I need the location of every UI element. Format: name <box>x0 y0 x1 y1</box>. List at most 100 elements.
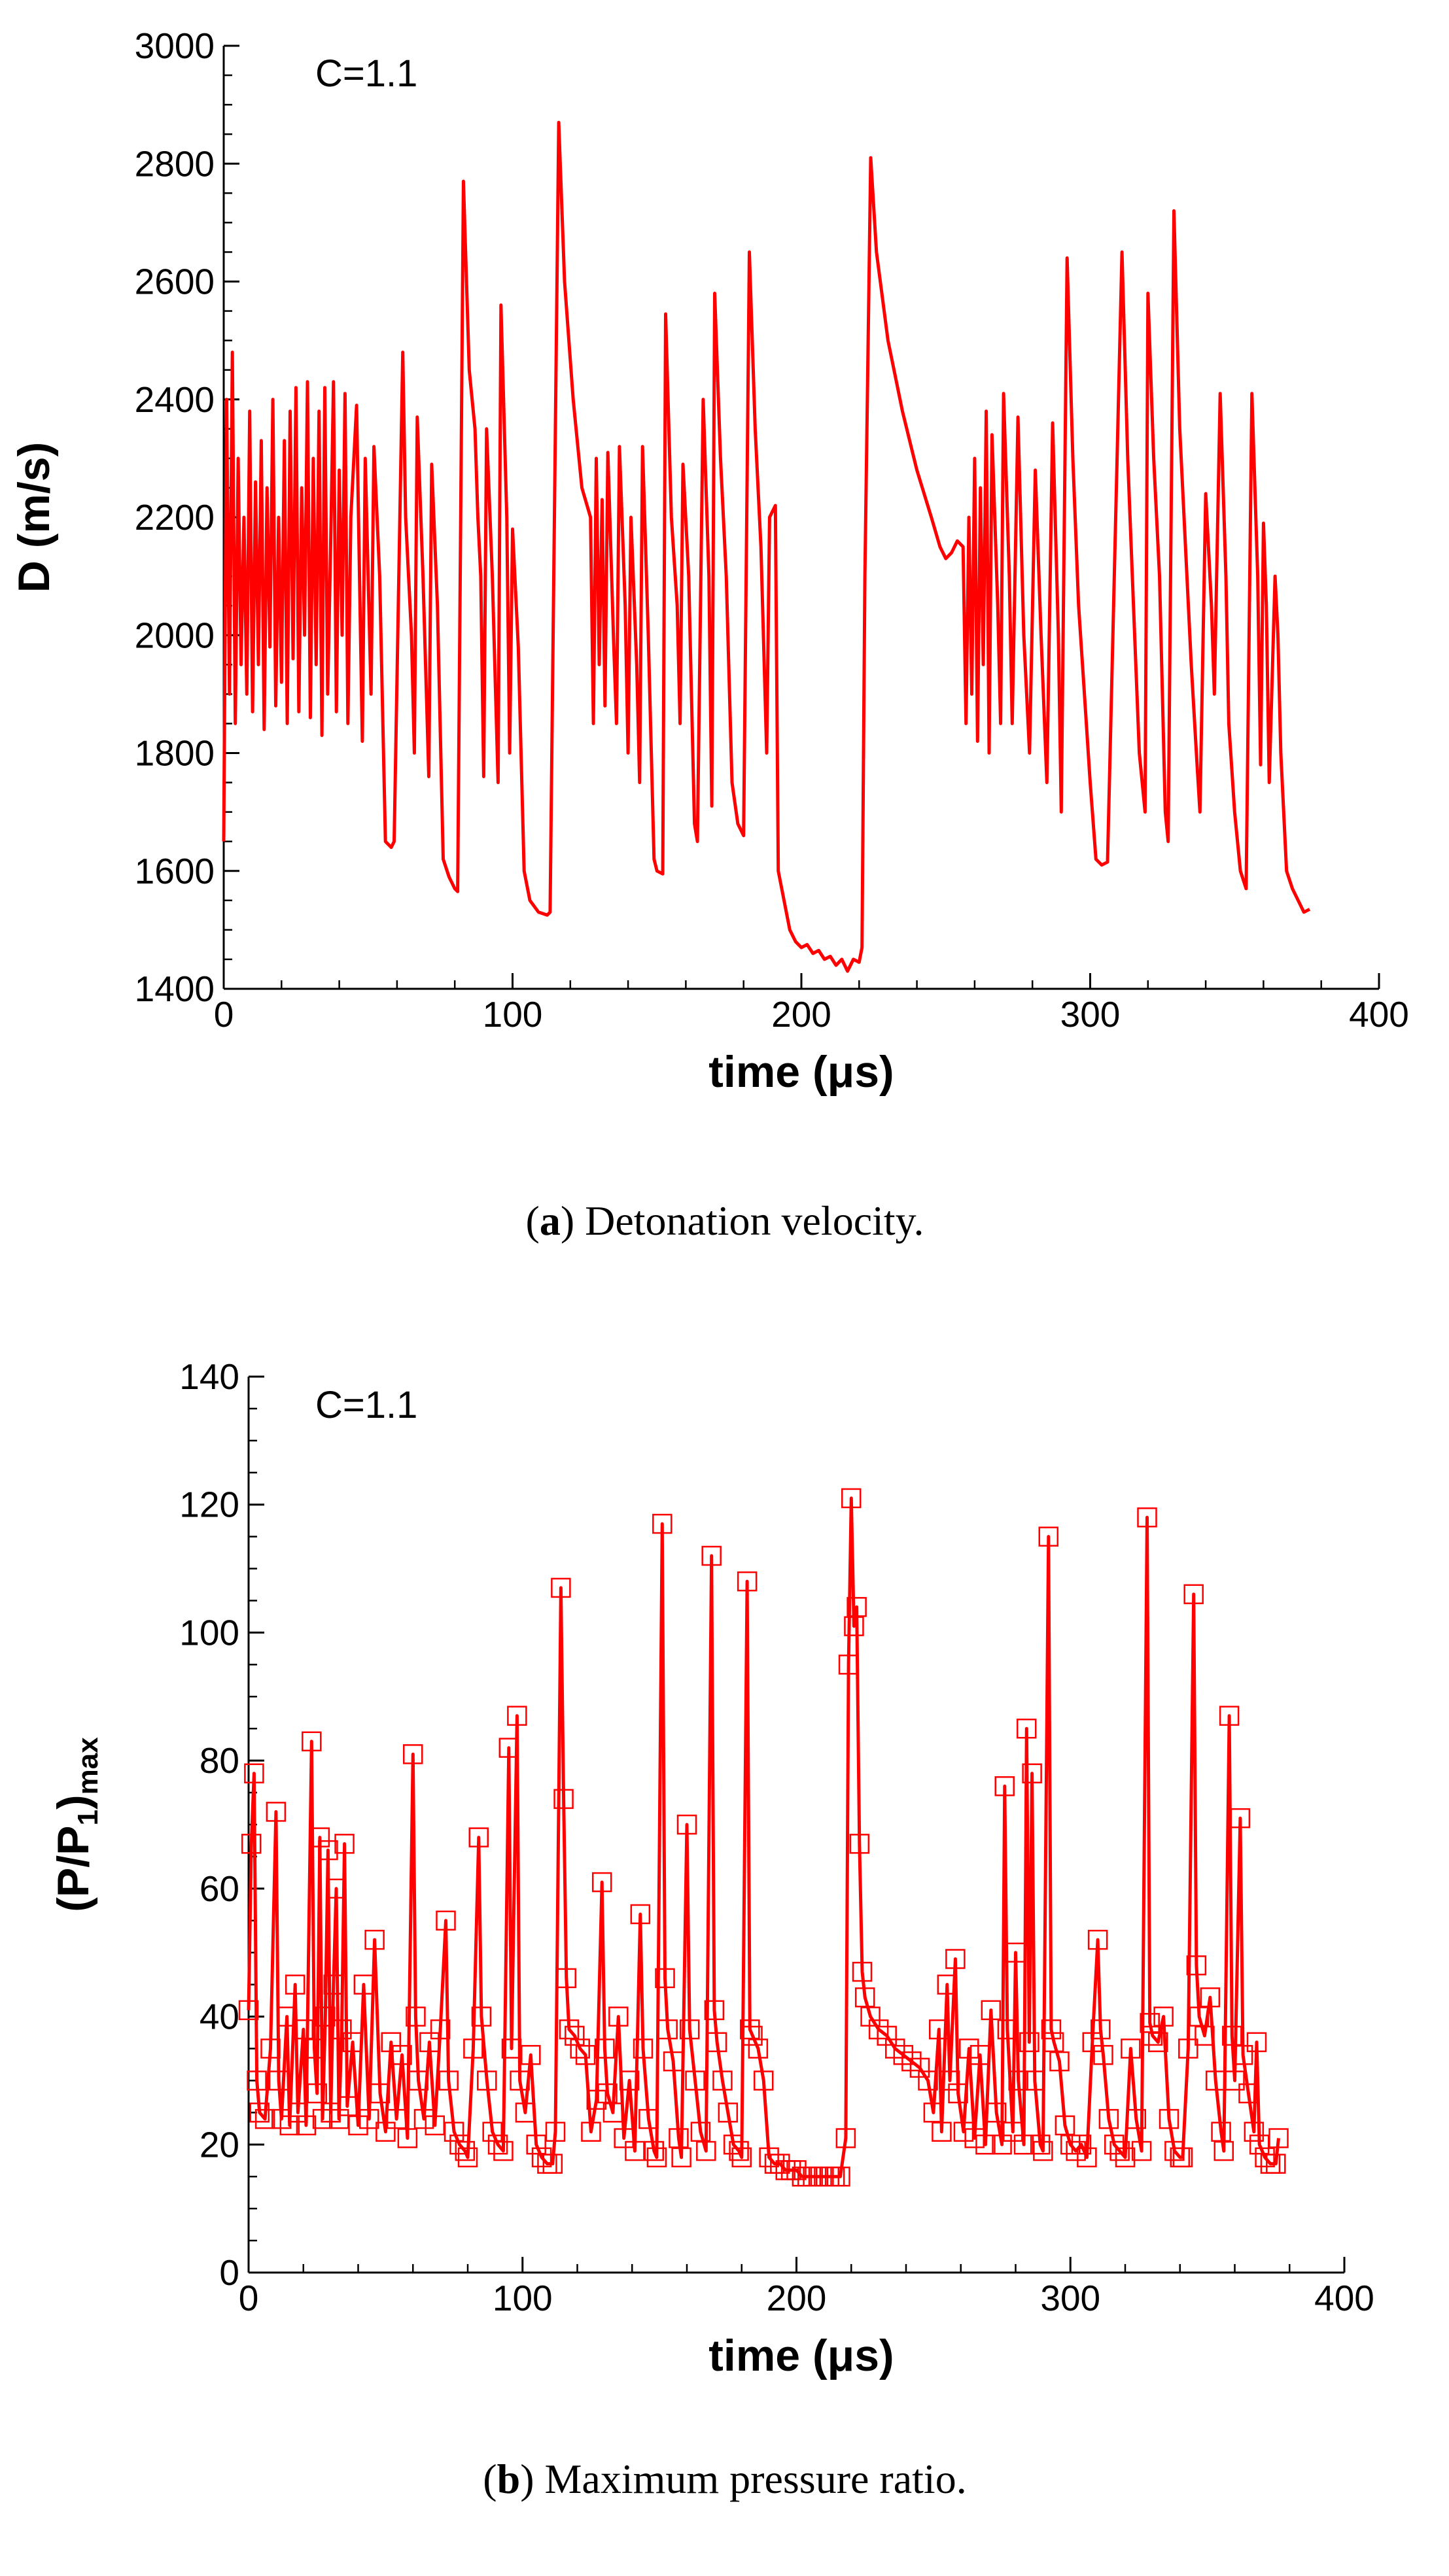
marker <box>1153 2006 1174 2027</box>
marker <box>994 1776 1015 1796</box>
marker <box>455 2140 476 2161</box>
marker <box>1003 2121 1023 2142</box>
marker <box>909 2057 930 2078</box>
marker <box>652 1513 672 1534</box>
marker <box>854 1987 875 2008</box>
marker <box>1055 2115 1075 2136</box>
marker <box>315 2006 336 2027</box>
data-line <box>222 120 1311 973</box>
marker <box>260 2038 281 2059</box>
y-tick-label: 100 <box>179 1612 239 1653</box>
marker <box>964 2128 985 2148</box>
y-tick-label: 2600 <box>135 262 215 302</box>
marker <box>740 2019 760 2040</box>
marker <box>997 2019 1018 2040</box>
marker <box>676 1814 697 1835</box>
marker <box>457 2147 478 2168</box>
marker <box>1066 2140 1086 2161</box>
marker <box>1060 2135 1081 2155</box>
marker <box>332 2019 352 2040</box>
marker <box>553 1789 574 1810</box>
marker <box>425 2115 445 2136</box>
marker <box>542 2154 563 2174</box>
marker <box>633 2038 654 2059</box>
y-tick-label: 140 <box>179 1356 239 1397</box>
marker <box>565 2025 585 2046</box>
x-tick-label: 100 <box>493 2278 553 2318</box>
marker <box>498 1738 519 1758</box>
y-tick-label: 60 <box>200 1868 239 1909</box>
marker <box>337 2096 357 2116</box>
marker <box>696 2140 716 2161</box>
marker <box>471 2006 492 2027</box>
marker <box>1178 2038 1198 2059</box>
marker <box>1205 2070 1226 2091</box>
marker <box>923 2103 944 2123</box>
marker <box>285 1974 306 1995</box>
marker <box>370 2083 391 2104</box>
marker <box>449 2135 470 2155</box>
annotation: C=1.1 <box>315 52 417 95</box>
marker <box>482 2121 502 2142</box>
y-axis-title: D (m/s) <box>9 442 59 592</box>
marker <box>1109 2140 1130 2161</box>
marker <box>296 2115 317 2136</box>
marker <box>679 2019 700 2040</box>
caption-part: b <box>497 2456 521 2502</box>
y-tick-label: 2800 <box>135 143 215 184</box>
marker <box>1022 1763 1042 1783</box>
marker <box>1033 2140 1053 2161</box>
subscript: max <box>72 1737 104 1795</box>
marker <box>877 2025 897 2046</box>
x-tick-label: 400 <box>1349 994 1409 1035</box>
marker <box>948 2083 968 2104</box>
marker <box>595 2038 615 2059</box>
marker <box>381 2032 401 2052</box>
x-tick-label: 0 <box>214 994 234 1035</box>
marker <box>397 2128 418 2148</box>
marker <box>1225 2070 1245 2091</box>
marker <box>364 1929 385 1950</box>
marker <box>1148 2032 1168 2052</box>
marker <box>852 1961 873 1982</box>
marker <box>463 2038 483 2059</box>
marker <box>655 1968 675 1989</box>
marker <box>238 2000 259 2021</box>
caption-part: a <box>540 1197 561 1244</box>
y-tick-label: 2200 <box>135 497 215 538</box>
marker <box>1183 1584 1204 1604</box>
marker <box>1038 1526 1058 1547</box>
marker <box>436 1910 456 1931</box>
marker <box>1041 2019 1062 2040</box>
x-tick-label: 300 <box>1060 994 1121 1035</box>
marker <box>1137 1507 1157 1528</box>
chart: 1400 1600 1800 2000 2200 2400 2600 2800 3000 0 100… <box>9 26 1409 1244</box>
marker <box>326 1878 347 1899</box>
x-tick-label: 0 <box>239 2278 259 2318</box>
marker <box>279 2115 300 2136</box>
marker <box>986 2103 1007 2123</box>
marker <box>729 2140 749 2161</box>
marker <box>1213 2140 1234 2161</box>
marker <box>975 2135 996 2155</box>
marker <box>1244 2121 1265 2142</box>
marker <box>559 2019 580 2040</box>
marker <box>249 2103 270 2123</box>
marker <box>268 2070 289 2091</box>
marker <box>1005 1942 1026 1963</box>
marker <box>625 2140 645 2161</box>
marker <box>487 2135 508 2155</box>
marker <box>1164 2140 1185 2161</box>
marker <box>254 2108 275 2129</box>
marker <box>868 2019 889 2040</box>
marker <box>953 2121 974 2142</box>
marker <box>608 2006 629 2027</box>
marker <box>619 2070 640 2091</box>
x-tick-label: 300 <box>1040 2278 1100 2318</box>
marker <box>1008 2070 1028 2091</box>
x-axis-title: time (μs) <box>708 2331 894 2380</box>
marker <box>1071 2135 1092 2155</box>
marker <box>419 2032 440 2052</box>
marker <box>1222 2025 1242 2046</box>
